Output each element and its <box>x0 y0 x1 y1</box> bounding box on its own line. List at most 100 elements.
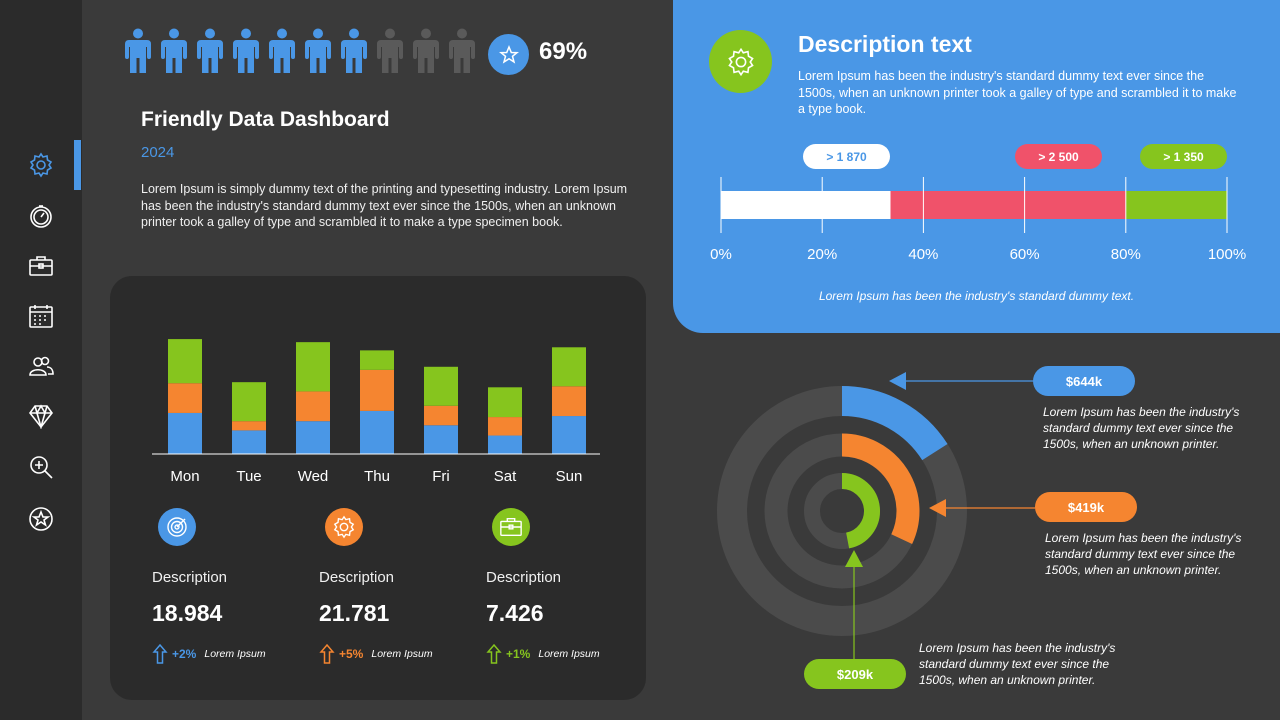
bar-segment <box>232 382 266 422</box>
bar-segment <box>552 347 586 387</box>
person-icon <box>233 28 259 73</box>
percentage-bar-chart: 0% 20% 40% 60% 80% 100% <box>710 177 1246 263</box>
people-pictogram <box>124 28 476 74</box>
bar-segment <box>552 416 586 454</box>
segment-label-pill: > 2 500 <box>1015 144 1102 169</box>
kpi-icon-badge <box>158 508 196 546</box>
x-tick-label: Thu <box>364 468 390 485</box>
ring-arc <box>841 473 880 549</box>
percent-tick-label: 0% <box>710 246 732 263</box>
stacked-bar-chart: Mon Tue Wed Thu Fri Sat Sun <box>152 339 600 485</box>
kpi-icon-badge <box>492 508 530 546</box>
kpi-trend-note: Lorem Ipsum <box>538 648 600 660</box>
x-tick-label: Wed <box>298 468 329 485</box>
bar-segment <box>488 417 522 436</box>
sidebar-item-settings[interactable] <box>0 140 82 190</box>
kpi-trend-percent: +1% <box>506 647 531 661</box>
sidebar-item-calendar[interactable] <box>0 291 82 341</box>
person-icon <box>197 28 223 73</box>
percent-tick-label: 40% <box>908 246 938 263</box>
ring-track <box>764 433 920 589</box>
kpi-label: Description <box>152 569 228 586</box>
x-tick-label: Fri <box>432 468 450 485</box>
star-icon <box>498 44 519 64</box>
ring-value-pill-blue: $644k <box>1033 366 1135 396</box>
kpi-2: Description 21.781 +5% Lorem Ipsum <box>319 508 469 665</box>
sidebar <box>0 0 82 720</box>
ring-track <box>717 386 967 636</box>
sidebar-item-clock[interactable] <box>0 191 82 241</box>
kpi-trend: +5% Lorem Ipsum <box>319 643 469 665</box>
segment-label-pill: > 1 870 <box>803 144 890 169</box>
person-icon <box>269 28 295 73</box>
diamond-icon <box>29 404 53 429</box>
percent-tick-label: 20% <box>807 246 837 263</box>
sidebar-item-users[interactable] <box>0 341 82 391</box>
bar-segment <box>424 366 458 406</box>
zoom-icon <box>30 456 53 479</box>
percentage-segment <box>890 191 1126 219</box>
kpi-1: Description 18.984 +2% Lorem Ipsum <box>152 508 302 665</box>
panel-description: Lorem Ipsum has been the industry's stan… <box>798 69 1237 116</box>
clock-icon <box>30 205 52 228</box>
ring-arc <box>841 433 920 544</box>
kpi-value: 18.984 <box>152 600 223 626</box>
description-panel: 0% 20% 40% 60% 80% 100% Description text Lore… <box>673 0 1280 333</box>
kpi-trend: +1% Lorem Ipsum <box>486 643 636 665</box>
bar-segment <box>232 430 266 454</box>
bar-segment <box>360 350 394 370</box>
bar-segment <box>232 421 266 431</box>
ring-note-green: Lorem Ipsum has been the industry's stan… <box>919 641 1116 687</box>
sidebar-item-briefcase[interactable] <box>0 241 82 291</box>
connector-arrow <box>889 372 906 390</box>
sidebar-item-star[interactable] <box>0 494 82 544</box>
percentage-segment <box>1125 191 1227 219</box>
ring-value-pill-green: $209k <box>804 659 906 689</box>
panel-icon-badge <box>709 30 772 93</box>
kpi-trend-note: Lorem Ipsum <box>204 648 266 660</box>
sidebar-item-zoom[interactable] <box>0 442 82 492</box>
x-tick-label: Sat <box>494 468 517 485</box>
percent-tick-label: 60% <box>1010 246 1040 263</box>
ring-note-blue: Lorem Ipsum has been the industry's stan… <box>1043 405 1240 451</box>
gear-icon <box>727 47 754 76</box>
sidebar-active-indicator <box>74 140 81 190</box>
person-icon <box>341 28 367 73</box>
arrow-up-icon <box>486 643 502 664</box>
bar-segment <box>168 383 202 413</box>
panel-footer-note: Lorem Ipsum has been the industry's stan… <box>818 289 1135 303</box>
bar-segment <box>296 342 330 392</box>
kpi-value: 21.781 <box>319 600 390 626</box>
people-percent: 69% <box>539 38 588 65</box>
kpi-value: 7.426 <box>486 600 544 626</box>
arrow-up-icon <box>319 643 335 664</box>
kpi-trend: +2% Lorem Ipsum <box>152 643 302 665</box>
bar-segment <box>488 387 522 418</box>
sidebar-item-diamond[interactable] <box>0 391 82 441</box>
kpi-label: Description <box>486 569 562 586</box>
ring-track <box>804 473 880 549</box>
bar-segment <box>360 369 394 411</box>
bar-segment <box>488 435 522 454</box>
person-icon <box>125 28 151 73</box>
percent-tick-label: 100% <box>1208 246 1246 263</box>
bar-segment <box>424 425 458 454</box>
users-icon <box>29 356 54 376</box>
arrow-up-icon <box>152 643 168 664</box>
gear-icon <box>29 152 53 178</box>
star-badge <box>488 34 529 75</box>
page-description: Lorem Ipsum is simply dummy text of the … <box>141 182 628 229</box>
percentage-segment <box>721 191 891 219</box>
calendar-icon <box>29 305 53 328</box>
bar-segment <box>360 410 394 454</box>
bar-segment <box>168 412 202 454</box>
briefcase-icon <box>500 518 522 536</box>
target-icon <box>167 517 187 537</box>
kpi-3: Description 7.426 +1% Lorem Ipsum <box>486 508 636 665</box>
chart-card: Mon Tue Wed Thu Fri Sat Sun Description 18.984… <box>110 276 646 700</box>
kpi-trend-percent: +2% <box>172 647 197 661</box>
x-tick-label: Tue <box>236 468 261 485</box>
bar-segment <box>424 405 458 426</box>
star-icon <box>29 507 53 531</box>
person-icon <box>305 28 331 73</box>
